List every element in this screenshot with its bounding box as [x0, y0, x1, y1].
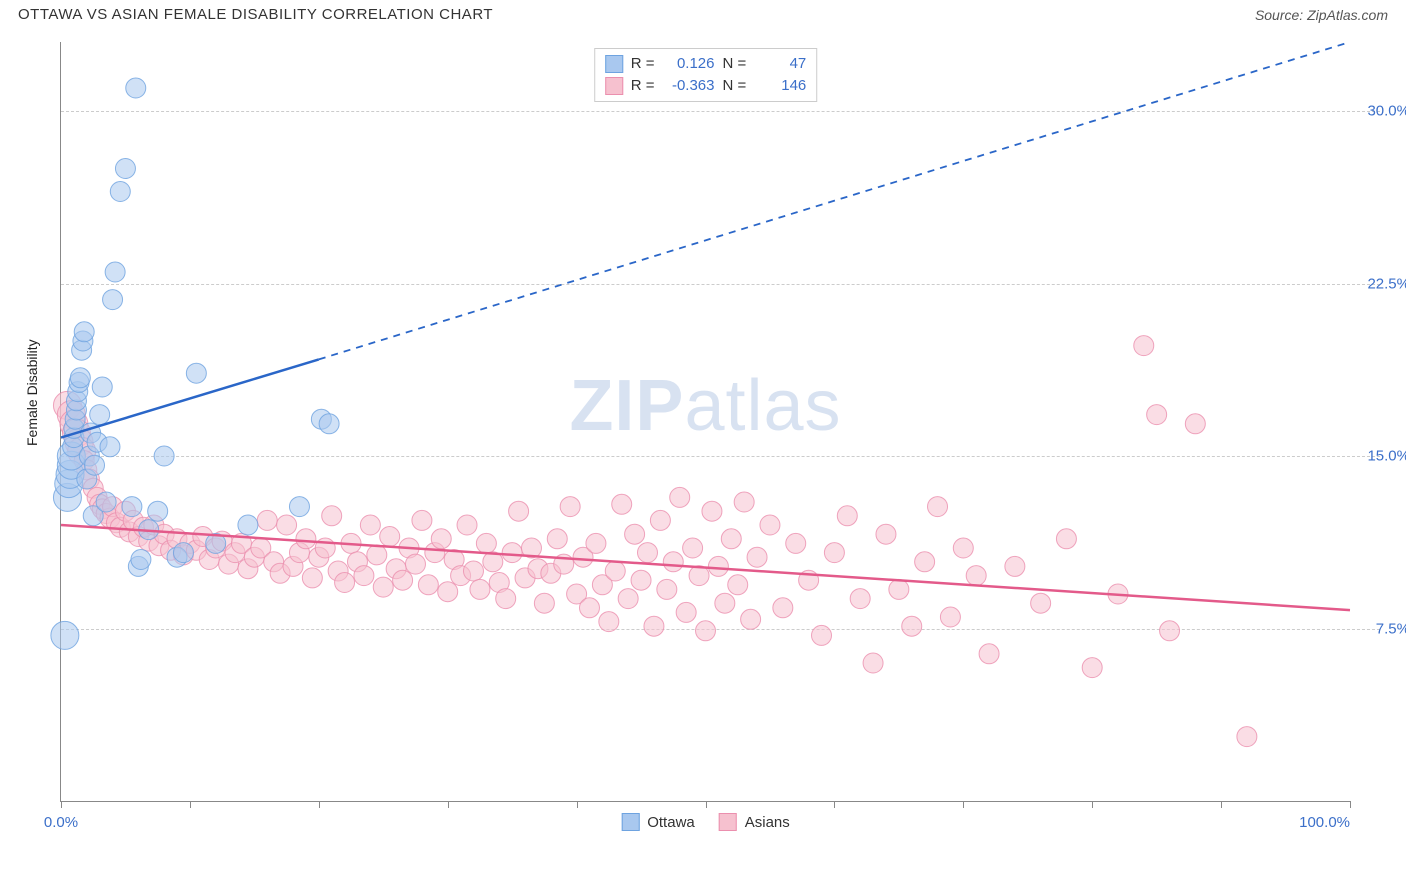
- correlation-legend: R = 0.126 N = 47 R = -0.363 N = 146: [594, 48, 818, 102]
- swatch-asians: [605, 77, 623, 95]
- x-tick: [1221, 801, 1222, 808]
- x-tick-label: 0.0%: [44, 814, 78, 831]
- x-tick: [448, 801, 449, 808]
- source-credit: Source: ZipAtlas.com: [1255, 7, 1388, 23]
- chart-title: OTTAWA VS ASIAN FEMALE DISABILITY CORREL…: [18, 6, 493, 23]
- swatch-ottawa: [605, 55, 623, 73]
- swatch-asians-2: [719, 813, 737, 831]
- swatch-ottawa-2: [621, 813, 639, 831]
- x-tick: [61, 801, 62, 808]
- x-tick: [319, 801, 320, 808]
- y-tick-label: 7.5%: [1376, 620, 1406, 637]
- series-legend: Ottawa Asians: [621, 813, 790, 831]
- legend-row-asians: R = -0.363 N = 146: [605, 75, 807, 97]
- x-tick: [963, 801, 964, 808]
- x-tick: [1350, 801, 1351, 808]
- x-tick: [834, 801, 835, 808]
- y-tick-label: 15.0%: [1367, 448, 1406, 465]
- plot-svg: [61, 42, 1350, 801]
- y-axis-label: Female Disability: [24, 339, 40, 446]
- chart-container: Female Disability ZIPatlas R = 0.126 N =…: [18, 36, 1388, 856]
- legend-item-asians: Asians: [719, 813, 790, 831]
- y-tick-label: 30.0%: [1367, 103, 1406, 120]
- x-tick-label: 100.0%: [1299, 814, 1350, 831]
- y-tick-label: 22.5%: [1367, 275, 1406, 292]
- x-tick: [1092, 801, 1093, 808]
- legend-row-ottawa: R = 0.126 N = 47: [605, 53, 807, 75]
- x-tick: [577, 801, 578, 808]
- x-tick: [190, 801, 191, 808]
- legend-item-ottawa: Ottawa: [621, 813, 695, 831]
- x-tick: [706, 801, 707, 808]
- plot-area: ZIPatlas R = 0.126 N = 47 R = -0.363 N =…: [60, 42, 1350, 802]
